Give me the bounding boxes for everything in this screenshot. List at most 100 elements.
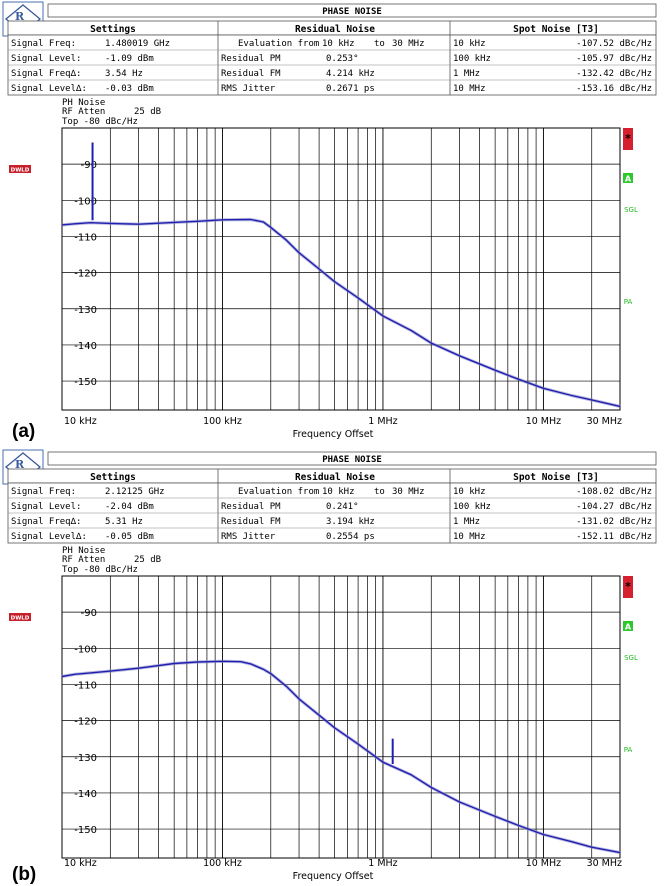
y-tick-label: -100 [74, 196, 97, 207]
spot-value: -108.02 dBc/Hz [576, 487, 652, 497]
info-ph-noise: PH Noise [62, 98, 105, 108]
residual-name: RMS Jitter [221, 532, 276, 542]
setting-value: -2.04 dBm [105, 502, 154, 512]
residual-name: Residual FM [221, 69, 281, 79]
trace-a-badge [623, 621, 633, 631]
evaluation-to: 30 MHz [392, 39, 425, 49]
residual-name: RMS Jitter [221, 84, 276, 94]
spot-offset: 10 kHz [453, 39, 486, 49]
setting-value: -0.05 dBm [105, 532, 154, 542]
y-tick-label: -140 [74, 789, 97, 800]
star-label: * [625, 132, 631, 145]
spot-value: -132.42 dBc/Hz [576, 69, 652, 79]
evaluation-from: 10 kHz [322, 39, 355, 49]
spot-offset: 100 kHz [453, 54, 491, 64]
setting-value: 5.31 Hz [105, 517, 143, 527]
setting-name: Signal Freq∆: [11, 69, 81, 79]
setting-name: Signal Level: [11, 54, 81, 64]
y-tick-label: -90 [81, 608, 97, 619]
y-tick-label: -100 [74, 644, 97, 655]
pa-label: PA [624, 298, 633, 306]
col-spot-header: Spot Noise [T3] [513, 24, 599, 35]
dwld-badge [9, 613, 31, 621]
setting-name: Signal Level∆: [11, 532, 87, 542]
y-tick-label: -130 [74, 305, 97, 316]
col-residual-header: Residual Noise [295, 472, 375, 483]
x-tick-label: 1 MHz [368, 858, 397, 869]
y-tick-label: -120 [74, 717, 97, 728]
setting-name: Signal Freq∆: [11, 517, 81, 527]
side-right-markers: * A SGL PA [623, 576, 638, 754]
dwld-badge [9, 165, 31, 173]
col-settings-header: Settings [90, 472, 136, 483]
sgl-label: SGL [624, 654, 638, 662]
x-tick-label: 10 MHz [526, 416, 561, 427]
evaluation-to-word: to [374, 39, 385, 49]
setting-name: Signal Freq: [11, 487, 76, 497]
panel-label: (a) [12, 421, 35, 442]
trace-a-label: A [625, 175, 632, 184]
col-residual-header: Residual Noise [295, 24, 375, 35]
spot-value: -131.02 dBc/Hz [576, 517, 652, 527]
evaluation-from: 10 kHz [322, 487, 355, 497]
x-tick-label: 100 kHz [203, 416, 242, 427]
y-tick-label: -110 [74, 232, 97, 243]
title-row [47, 451, 657, 466]
info-ph-noise: PH Noise [62, 546, 105, 556]
residual-name: Residual FM [221, 517, 281, 527]
title-row [47, 3, 657, 18]
star-badge [623, 128, 633, 150]
panel-label: (b) [12, 864, 36, 885]
trace-a-label: A [625, 623, 632, 632]
residual-value: 0.253° [326, 54, 359, 64]
dwld-label: DWLD [11, 168, 30, 174]
y-tick-label: -90 [81, 160, 97, 171]
grid [62, 128, 620, 410]
side-left-marker: DWLD [9, 165, 31, 174]
spot-offset: 10 MHz [453, 84, 486, 94]
residual-value: 3.194 kHz [326, 517, 375, 527]
info-rf-atten-value: 25 dB [134, 107, 161, 117]
sgl-label: SGL [624, 206, 638, 214]
x-tick-label: 10 kHz [64, 858, 97, 869]
y-tick-label: -140 [74, 341, 97, 352]
x-axis-label: Frequency Offset [293, 871, 374, 882]
x-tick-label: 10 kHz [64, 416, 97, 427]
residual-name: Residual PM [221, 502, 281, 512]
plot-area: -90 -100 -110 -120 -130 -140 -150 10 kHz 100 kHz… [61, 127, 622, 440]
phase-noise-trace [61, 660, 621, 854]
info-top: Top -80 dBc/Hz [62, 117, 138, 127]
logo-letter-r: R [15, 10, 25, 23]
residual-value: 0.2554 ps [326, 532, 375, 542]
setting-name: Signal Level∆: [11, 84, 87, 94]
spot-offset: 10 kHz [453, 487, 486, 497]
x-axis-label: Frequency Offset [293, 429, 374, 440]
side-right-markers: * A SGL PA [623, 128, 638, 306]
y-tick-label: -120 [74, 269, 97, 280]
info-top: Top -80 dBc/Hz [62, 565, 138, 575]
spot-value: -107.52 dBc/Hz [576, 39, 652, 49]
trace-a-badge [623, 173, 633, 183]
x-tick-label: 30 MHz [587, 858, 622, 869]
spot-offset: 1 MHz [453, 69, 480, 79]
setting-name: Signal Level: [11, 502, 81, 512]
dwld-label: DWLD [11, 616, 30, 622]
residual-value: 0.241° [326, 502, 359, 512]
y-tick-label: -150 [74, 377, 97, 388]
residual-value: 0.2671 ps [326, 84, 375, 94]
pa-label: PA [624, 746, 633, 754]
col-settings-header: Settings [90, 24, 136, 35]
spot-offset: 10 MHz [453, 532, 486, 542]
residual-name: Residual PM [221, 54, 281, 64]
plot-frame [61, 127, 621, 411]
x-tick-label: 30 MHz [587, 416, 622, 427]
phase-noise-trace [61, 218, 621, 408]
evaluation-label: Evaluation from [238, 39, 319, 49]
setting-name: Signal Freq: [11, 39, 76, 49]
plot-area: -90 -100 -110 -120 -130 -140 -150 10 kHz 100 kHz… [61, 575, 622, 882]
setting-value: -1.09 dBm [105, 54, 154, 64]
y-tick-label: -130 [74, 753, 97, 764]
